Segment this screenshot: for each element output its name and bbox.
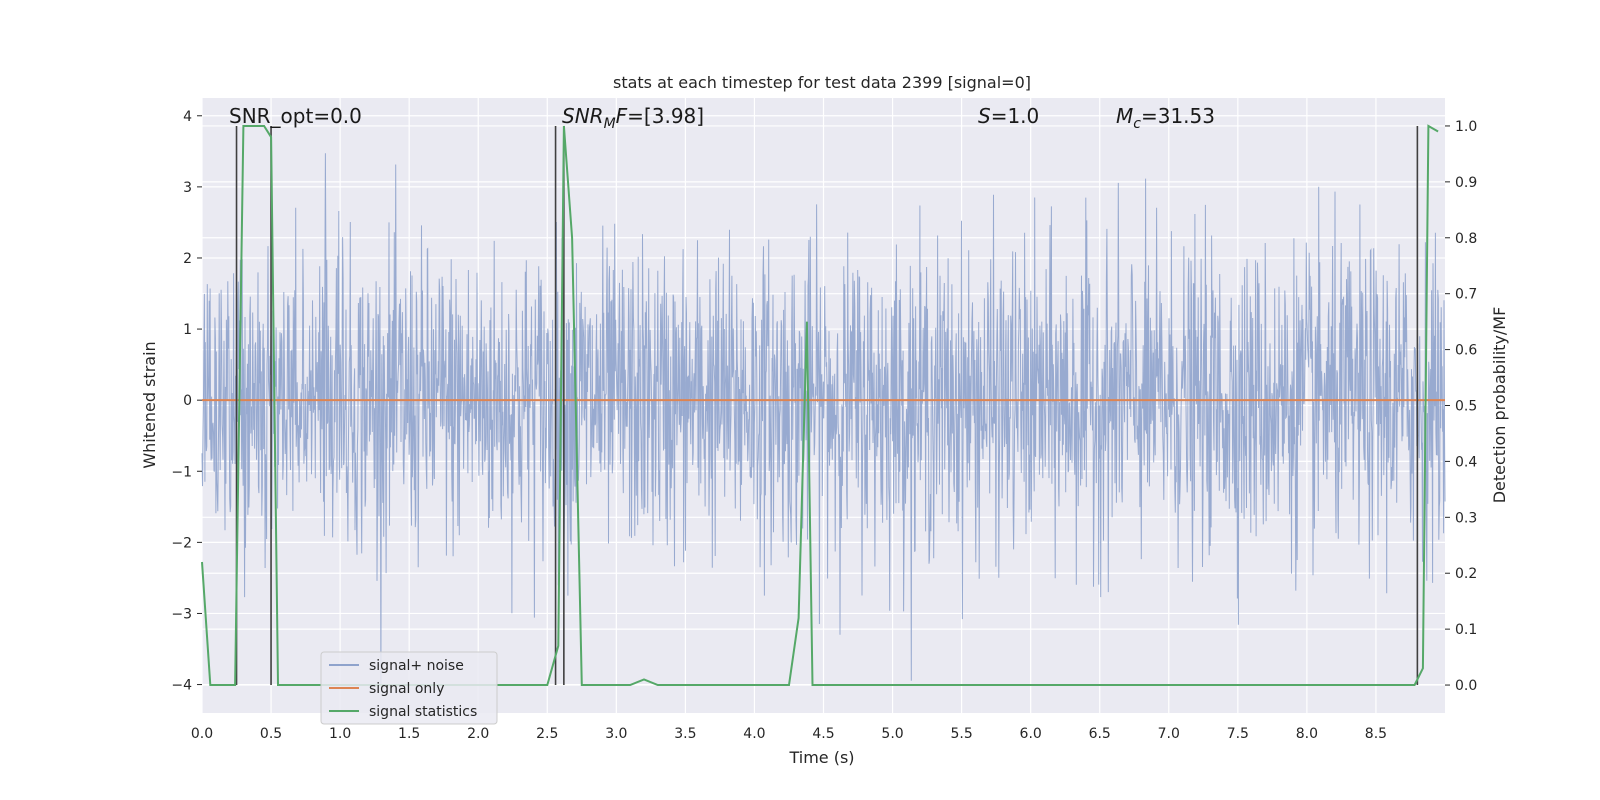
y-axis-right-ticks: 1.0 0.9 0.8 0.7 0.6 0.5 0.4 0.3 0.2 0.1 0.0 bbox=[1445, 119, 1477, 694]
x-tick-label: 0.0 bbox=[191, 726, 213, 742]
x-tick-label: 6.5 bbox=[1089, 726, 1111, 742]
x-tick-label: 4.0 bbox=[743, 726, 765, 742]
x-tick-label: 2.0 bbox=[467, 726, 489, 742]
x-tick-label: 5.0 bbox=[881, 726, 903, 742]
annotation-mc: Mc=31.53 bbox=[1116, 104, 1215, 132]
x-tick-label: 5.5 bbox=[950, 726, 972, 742]
legend-label-signal-statistics: signal statistics bbox=[369, 704, 477, 720]
y-right-tick-label: 0.7 bbox=[1455, 287, 1477, 303]
annotation-s-label: S bbox=[978, 104, 991, 128]
annotation-snr-mf-tail: F bbox=[616, 104, 628, 128]
x-tick-label: 3.5 bbox=[674, 726, 696, 742]
x-tick-label: 8.5 bbox=[1365, 726, 1387, 742]
y-axis-left-ticks: 4 3 2 1 0 −1 −2 −3 −4 bbox=[171, 109, 202, 694]
marker-lines bbox=[235, 125, 1419, 686]
y-left-tick-label: −4 bbox=[171, 678, 192, 694]
x-tick-label: 6.0 bbox=[1020, 726, 1042, 742]
y-right-tick-label: 0.0 bbox=[1455, 678, 1477, 694]
x-tick-label: 2.5 bbox=[536, 726, 558, 742]
chart-title: stats at each timestep for test data 239… bbox=[613, 73, 1031, 92]
x-tick-label: 8.0 bbox=[1296, 726, 1318, 742]
y-left-tick-label: 1 bbox=[183, 322, 192, 338]
annotation-snr-opt: SNR_opt=0.0 bbox=[229, 104, 362, 128]
y-right-tick-label: 0.5 bbox=[1455, 399, 1477, 415]
y-right-tick-label: 0.6 bbox=[1455, 343, 1477, 359]
y-right-tick-label: 0.1 bbox=[1455, 622, 1477, 638]
y-left-tick-label: 2 bbox=[183, 251, 192, 267]
annotation-snr-mf: SNRMF=[3.98] bbox=[562, 104, 704, 132]
y-axis-left-label: Whitened strain bbox=[140, 341, 159, 468]
annotation-mc-value: =31.53 bbox=[1141, 104, 1215, 128]
y-left-tick-label: 4 bbox=[183, 109, 192, 125]
annotation-snr-mf-value: =[3.98] bbox=[627, 104, 704, 128]
x-tick-label: 1.5 bbox=[398, 726, 420, 742]
y-left-tick-label: 0 bbox=[183, 393, 192, 409]
legend-label-signal-noise: signal+ noise bbox=[369, 658, 464, 674]
annotation-mc-label: M bbox=[1116, 104, 1133, 128]
x-tick-label: 4.5 bbox=[812, 726, 834, 742]
y-left-tick-label: −2 bbox=[171, 535, 192, 551]
x-tick-label: 7.5 bbox=[1227, 726, 1249, 742]
y-right-tick-label: 0.2 bbox=[1455, 566, 1477, 582]
y-right-tick-label: 0.8 bbox=[1455, 231, 1477, 247]
legend-label-signal-only: signal only bbox=[369, 681, 444, 697]
y-right-tick-label: 1.0 bbox=[1455, 119, 1477, 135]
annotation-snr-mf-sub: M bbox=[604, 116, 616, 132]
series-signal-statistics bbox=[201, 124, 1439, 686]
x-axis-ticks: 0.0 0.5 1.0 1.5 2.0 2.5 3.0 3.5 4.0 4.5 5.0 5.5 6.0 6… bbox=[191, 726, 1387, 742]
y-axis-right-label: Detection probability/MF bbox=[1490, 307, 1509, 504]
y-right-tick-label: 0.9 bbox=[1455, 175, 1477, 191]
y-right-tick-label: 0.3 bbox=[1455, 510, 1477, 526]
annotation-s: S=1.0 bbox=[978, 104, 1039, 128]
x-tick-label: 3.0 bbox=[605, 726, 627, 742]
x-tick-label: 0.5 bbox=[260, 726, 282, 742]
legend: signal+ noise signal only signal statist… bbox=[320, 651, 498, 725]
signal-statistics-line bbox=[201, 124, 1439, 686]
y-right-tick-label: 0.4 bbox=[1455, 454, 1477, 470]
x-tick-label: 1.0 bbox=[329, 726, 351, 742]
annotation-snr-mf-base: SNR bbox=[562, 104, 604, 128]
y-left-tick-label: −1 bbox=[171, 464, 192, 480]
annotation-mc-sub: c bbox=[1133, 116, 1141, 132]
y-left-tick-label: −3 bbox=[171, 606, 192, 622]
annotation-s-value: =1.0 bbox=[991, 104, 1040, 128]
x-tick-label: 7.0 bbox=[1158, 726, 1180, 742]
x-axis-label: Time (s) bbox=[788, 748, 854, 767]
y-left-tick-label: 3 bbox=[183, 180, 192, 196]
